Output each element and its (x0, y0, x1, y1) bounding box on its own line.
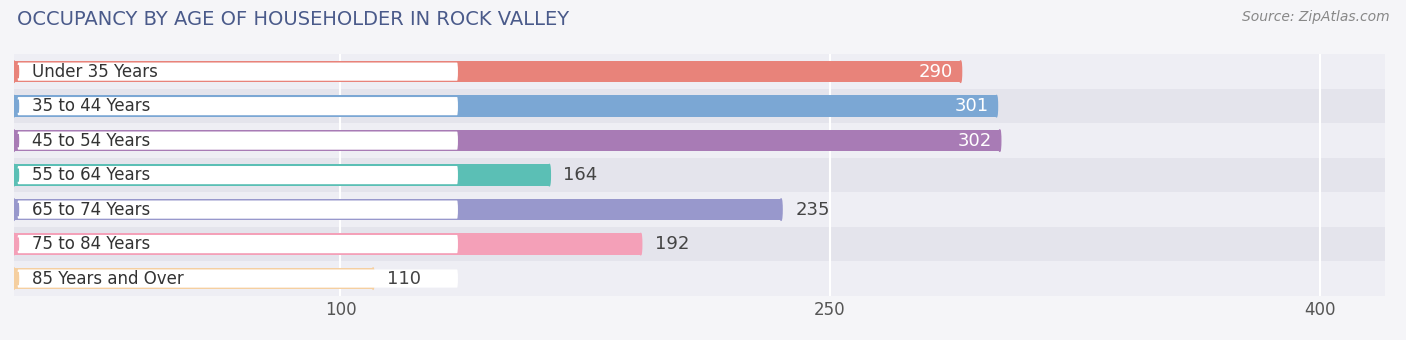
FancyBboxPatch shape (14, 54, 1385, 89)
Bar (14, 268, 373, 289)
Text: 35 to 44 Years: 35 to 44 Years (32, 97, 150, 115)
Text: 55 to 64 Years: 55 to 64 Years (32, 166, 150, 184)
Circle shape (13, 268, 15, 289)
FancyBboxPatch shape (14, 89, 1385, 123)
Circle shape (13, 96, 15, 117)
Bar (14, 61, 960, 82)
Circle shape (995, 96, 997, 117)
Circle shape (998, 130, 1001, 151)
Text: 301: 301 (955, 97, 988, 115)
Circle shape (780, 199, 782, 220)
FancyBboxPatch shape (14, 123, 1385, 158)
Bar (14, 199, 782, 220)
Bar (14, 165, 550, 186)
FancyBboxPatch shape (17, 235, 458, 253)
FancyBboxPatch shape (17, 166, 458, 184)
Text: Under 35 Years: Under 35 Years (32, 63, 157, 81)
FancyBboxPatch shape (17, 201, 458, 219)
Text: 164: 164 (564, 166, 598, 184)
FancyBboxPatch shape (14, 261, 1385, 296)
Bar (14, 96, 997, 117)
Text: 45 to 54 Years: 45 to 54 Years (32, 132, 150, 150)
Circle shape (13, 199, 15, 220)
Circle shape (548, 165, 550, 186)
Text: 290: 290 (918, 63, 953, 81)
Circle shape (13, 61, 15, 82)
FancyBboxPatch shape (14, 192, 1385, 227)
Text: 85 Years and Over: 85 Years and Over (32, 270, 183, 288)
Bar (14, 233, 641, 255)
Circle shape (13, 233, 15, 255)
Text: 302: 302 (957, 132, 993, 150)
Text: 65 to 74 Years: 65 to 74 Years (32, 201, 150, 219)
Circle shape (640, 233, 641, 255)
FancyBboxPatch shape (17, 97, 458, 115)
Circle shape (13, 130, 15, 151)
FancyBboxPatch shape (17, 270, 458, 288)
Text: OCCUPANCY BY AGE OF HOUSEHOLDER IN ROCK VALLEY: OCCUPANCY BY AGE OF HOUSEHOLDER IN ROCK … (17, 10, 569, 29)
Text: 75 to 84 Years: 75 to 84 Years (32, 235, 150, 253)
Circle shape (959, 61, 962, 82)
Text: 235: 235 (796, 201, 830, 219)
Text: 110: 110 (387, 270, 422, 288)
Bar (14, 130, 1000, 151)
FancyBboxPatch shape (17, 63, 458, 81)
FancyBboxPatch shape (14, 158, 1385, 192)
Circle shape (373, 268, 374, 289)
Circle shape (13, 165, 15, 186)
Text: Source: ZipAtlas.com: Source: ZipAtlas.com (1241, 10, 1389, 24)
FancyBboxPatch shape (17, 132, 458, 150)
Text: 192: 192 (655, 235, 689, 253)
FancyBboxPatch shape (14, 227, 1385, 261)
